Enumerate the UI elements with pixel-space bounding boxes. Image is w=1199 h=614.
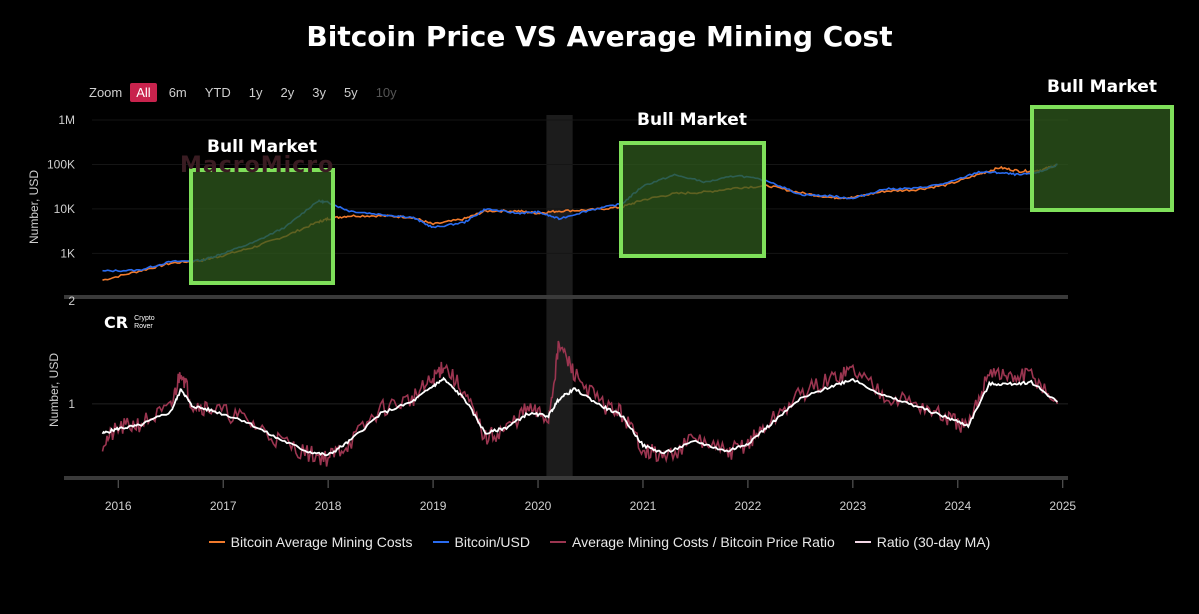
series-ratio-line — [101, 340, 1059, 467]
bottom-y-axis-label: Number, USD — [47, 353, 61, 427]
crypto-rover-text: Crypto Rover — [134, 315, 155, 331]
x-tick-label: 2020 — [525, 499, 552, 513]
zoom-6m-button[interactable]: 6m — [168, 84, 187, 100]
crypto-rover-mark: CR — [104, 313, 129, 332]
legend-label-ratio: Average Mining Costs / Bitcoin Price Rat… — [571, 534, 835, 550]
crypto-rover-line2: Rover — [134, 322, 153, 330]
x-tick-label: 2019 — [420, 499, 447, 513]
bottom-ytick-label: 1 — [68, 397, 75, 411]
x-tick-label: 2023 — [840, 499, 867, 513]
x-tick-label: 2022 — [735, 499, 762, 513]
top-ytick-label: 1K — [60, 246, 75, 260]
x-axis-line — [64, 476, 1068, 480]
zoom-all-button[interactable]: All — [130, 82, 157, 102]
legend-label-btc-usd: Bitcoin/USD — [454, 534, 530, 550]
legend-swatch-ratio-ma — [854, 541, 871, 543]
top-ytick-label: 1M — [58, 113, 75, 127]
legend-item-ratio[interactable]: Average Mining Costs / Bitcoin Price Rat… — [549, 534, 835, 550]
zoom-ytd-button[interactable]: YTD — [204, 84, 231, 100]
zoom-2y-button[interactable]: 2y — [280, 84, 295, 100]
x-tick-label: 2018 — [315, 499, 342, 513]
legend-label-ratio-ma: Ratio (30-day MA) — [876, 534, 991, 550]
legend-item-btc-usd[interactable]: Bitcoin/USD — [432, 534, 530, 550]
bull-market-box — [1030, 105, 1174, 212]
x-tick-label: 2025 — [1049, 499, 1076, 513]
zoom-3y-button[interactable]: 3y — [312, 84, 326, 100]
top-y-axis-label: Number, USD — [27, 170, 41, 244]
zoom-10y-button: 10y — [375, 84, 397, 100]
legend-item-ratio-ma[interactable]: Ratio (30-day MA) — [854, 534, 991, 550]
legend-label-mining-costs: Bitcoin Average Mining Costs — [230, 534, 413, 550]
bull-market-box — [189, 168, 335, 285]
watermark-macromicro: MacroMicro — [180, 153, 335, 178]
legend-swatch-btc-usd — [432, 541, 449, 543]
bull-market-label: Bull Market — [207, 137, 317, 157]
legend-item-mining-costs[interactable]: Bitcoin Average Mining Costs — [208, 534, 413, 550]
panel-separator — [64, 295, 1068, 299]
x-tick-label: 2024 — [944, 499, 971, 513]
zoom-1y-button[interactable]: 1y — [248, 84, 263, 100]
x-tick-label: 2017 — [210, 499, 237, 513]
chart-title: Bitcoin Price VS Average Mining Cost — [306, 20, 893, 53]
top-ytick-label: 100K — [47, 157, 75, 171]
zoom-controls: Zoom All 6m YTD 1y 2y 3y 5y 10y — [89, 82, 409, 102]
crypto-rover-logo: CR Crypto Rover — [104, 313, 155, 332]
x-tick-label: 2021 — [630, 499, 657, 513]
zoom-5y-button[interactable]: 5y — [343, 84, 358, 100]
series-ratio-ma-line — [101, 376, 1059, 457]
x-tick-label: 2016 — [105, 499, 132, 513]
top-ytick-label: 10K — [54, 202, 75, 216]
crypto-rover-line1: Crypto — [134, 314, 155, 322]
bull-market-box — [619, 141, 766, 258]
chart-svg: 1M 100K 10K 1K 2 1 2016 2017 2018 2019 2020 2021 202… — [27, 77, 1174, 513]
legend-swatch-ratio — [549, 541, 566, 543]
bull-market-label: Bull Market — [1047, 77, 1157, 97]
bottom-ytick-label: 2 — [68, 294, 75, 308]
legend-swatch-mining-costs — [208, 541, 225, 543]
bull-market-label: Bull Market — [637, 110, 747, 130]
zoom-label: Zoom — [89, 84, 123, 100]
legend: Bitcoin Average Mining Costs Bitcoin/USD… — [0, 534, 1199, 550]
